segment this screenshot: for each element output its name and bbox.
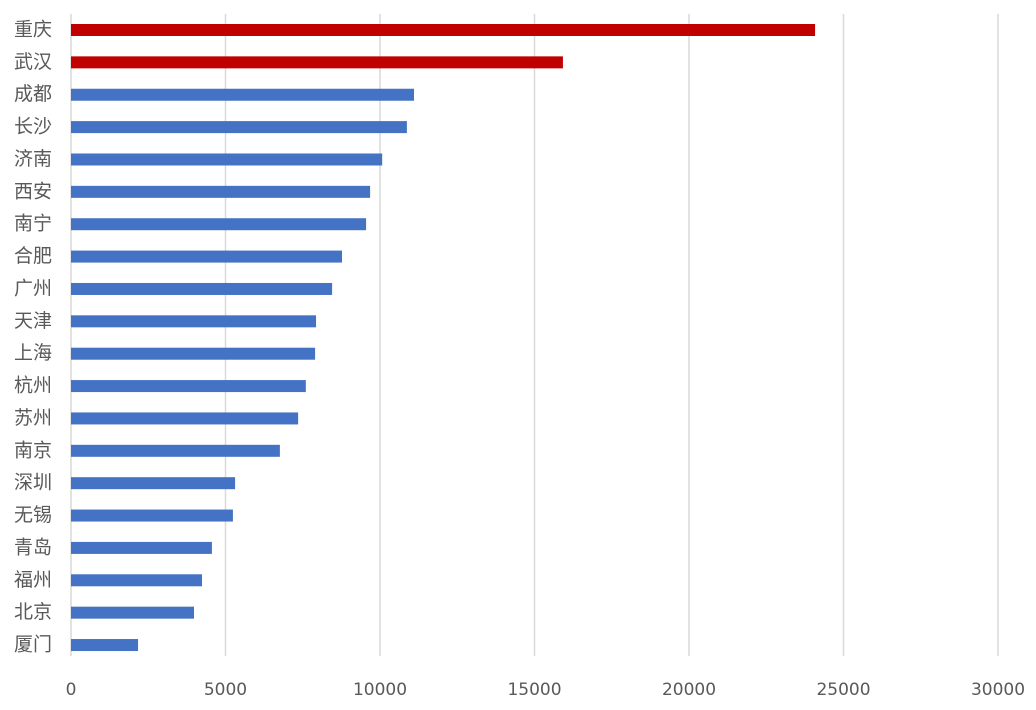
bar — [71, 218, 367, 231]
y-tick-label: 武汉 — [14, 51, 52, 73]
y-tick-label: 杭州 — [14, 375, 52, 397]
y-tick-label: 济南 — [14, 148, 52, 170]
y-tick-label: 长沙 — [14, 116, 52, 138]
bar — [71, 347, 316, 360]
y-tick-label: 南宁 — [14, 213, 52, 235]
x-tick-label: 20000 — [662, 680, 716, 700]
bar — [71, 477, 236, 490]
bar — [71, 56, 563, 69]
bar — [71, 24, 816, 36]
bar — [71, 541, 212, 554]
bar — [71, 574, 203, 587]
bar — [71, 315, 317, 328]
bar — [71, 121, 407, 134]
y-tick-label: 青岛 — [14, 536, 52, 558]
bar — [71, 250, 342, 263]
x-tick-label: 10000 — [353, 680, 407, 700]
x-tick-label: 5000 — [204, 680, 247, 700]
bar — [71, 282, 333, 295]
y-tick-label: 北京 — [14, 601, 52, 623]
y-tick-label: 成都 — [14, 83, 52, 105]
x-tick-label: 15000 — [507, 680, 561, 700]
bar — [71, 185, 371, 198]
y-tick-label: 厦门 — [14, 634, 52, 656]
y-tick-label: 合肥 — [14, 245, 52, 267]
bar — [71, 380, 306, 393]
bar — [71, 509, 233, 522]
bar — [71, 412, 299, 425]
y-tick-label: 广州 — [14, 277, 52, 299]
bar — [71, 639, 139, 652]
y-tick-label: 南京 — [14, 439, 52, 461]
bar — [71, 88, 414, 101]
bar — [71, 606, 194, 619]
y-tick-label: 苏州 — [14, 407, 52, 429]
y-tick-label: 深圳 — [14, 472, 52, 494]
y-tick-label: 天津 — [14, 310, 52, 332]
x-tick-label: 30000 — [971, 680, 1025, 700]
y-tick-label: 无锡 — [14, 504, 52, 526]
y-tick-label: 福州 — [14, 569, 52, 591]
y-tick-label: 重庆 — [14, 19, 52, 41]
y-tick-label: 西安 — [14, 180, 52, 202]
x-tick-label: 25000 — [816, 680, 870, 700]
x-tick-label: 0 — [66, 680, 77, 700]
bar — [71, 153, 383, 166]
bar — [71, 444, 280, 457]
y-tick-label: 上海 — [14, 342, 52, 364]
